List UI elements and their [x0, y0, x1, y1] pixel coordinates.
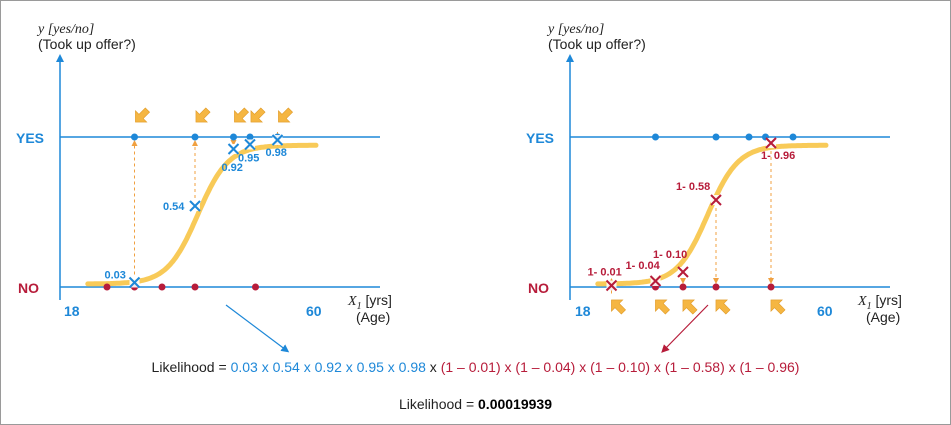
pointer-arrow-shape	[250, 107, 266, 123]
equation-yes-terms: 0.03 x 0.54 x 0.92 x 0.95 x 0.98	[230, 359, 426, 375]
likelihood-equation: Likelihood = 0.03 x 0.54 x 0.92 x 0.95 x…	[0, 359, 951, 375]
pointer-arrow-shape	[655, 299, 670, 315]
no-data-point	[103, 283, 111, 291]
right-chart: y [yes/no] (Took up offer?) YES NO 18 60…	[526, 22, 902, 325]
probability-marker	[677, 266, 689, 278]
pointer-arrow-icon	[234, 107, 249, 123]
probability-label: 1- 0.58	[676, 181, 710, 193]
yes-data-point	[712, 133, 720, 141]
pointer-arrow-shape	[195, 107, 211, 123]
left-chart: y [yes/no] (Took up offer?) YES NO 18 60…	[16, 22, 392, 325]
probability-marker	[271, 134, 284, 146]
x-max-label: 60	[306, 303, 322, 319]
probability-marker	[649, 275, 662, 287]
probability-marker	[227, 143, 240, 155]
yes-data-point	[246, 133, 254, 141]
yes-data-point	[789, 133, 797, 141]
cross-stroke	[271, 134, 284, 146]
pointer-arrow-icon	[278, 107, 293, 123]
equation-times: x	[425, 359, 441, 375]
pointer-arrow-shape	[682, 299, 698, 315]
probability-marker	[244, 138, 256, 151]
cross-stroke	[710, 194, 722, 206]
no-label: NO	[528, 280, 549, 296]
probability-marker	[605, 279, 618, 292]
pointer-arrow-shape	[135, 107, 150, 123]
probability-label: 0.98	[266, 147, 287, 159]
sigmoid-curve	[85, 142, 319, 287]
cross-stroke	[128, 276, 141, 289]
yes-label: YES	[16, 130, 44, 146]
probability-label: 0.54	[163, 201, 185, 213]
pointer-arrow-shape	[715, 299, 731, 315]
probability-marker	[765, 137, 777, 149]
no-data-point	[679, 283, 687, 291]
probability-marker	[128, 276, 141, 289]
no-data-point	[252, 283, 259, 291]
yes-data-point	[191, 133, 199, 141]
pointer-arrow-icon	[655, 299, 670, 315]
probability-label: 1- 0.01	[588, 267, 622, 279]
x-axis-label: X1 [yrs]	[857, 292, 902, 312]
x-max-label: 60	[817, 303, 833, 319]
pointer-arrow-shape	[611, 299, 626, 315]
yes-data-point	[745, 133, 753, 141]
pointer-arrow-shape	[278, 107, 293, 123]
equation-no-terms: (1 – 0.01) x (1 – 0.04) x (1 – 0.10) x (…	[440, 359, 800, 375]
cross-stroke	[649, 275, 662, 287]
probability-label: 0.92	[222, 162, 243, 174]
cross-stroke	[677, 266, 689, 278]
no-data-point	[158, 283, 166, 291]
cross-stroke	[189, 200, 201, 212]
red-connector-arrow	[661, 304, 709, 353]
cross-stroke	[765, 137, 777, 149]
cross-stroke	[227, 143, 240, 155]
x-min-label: 18	[575, 303, 591, 319]
x-axis-sublabel: (Age)	[866, 309, 900, 325]
cross-stroke	[244, 138, 256, 151]
equation-prefix: Likelihood =	[151, 359, 231, 375]
probability-label: 0.03	[105, 270, 126, 282]
x-axis-label: X1 [yrs]	[347, 292, 392, 312]
probability-label: 0.95	[238, 153, 259, 165]
y-axis-sublabel: (Took up offer?)	[548, 36, 646, 52]
pointer-arrow-icon	[135, 107, 150, 123]
pointer-arrow-icon	[682, 299, 698, 315]
no-data-point	[712, 283, 720, 291]
yes-label: YES	[526, 130, 554, 146]
probability-marker	[189, 200, 201, 212]
y-axis-label: y [yes/no]	[36, 22, 94, 37]
probability-label: 1- 0.96	[761, 150, 795, 162]
pointer-arrow-icon	[770, 299, 786, 315]
pointer-arrow-icon	[250, 107, 266, 123]
pointer-arrow-shape	[770, 299, 786, 315]
result-value: 0.00019939	[478, 396, 552, 412]
cross-stroke	[605, 279, 618, 292]
y-axis-sublabel: (Took up offer?)	[38, 36, 136, 52]
result-prefix: Likelihood =	[399, 396, 479, 412]
x-axis-sublabel: (Age)	[356, 309, 390, 325]
yes-data-point	[230, 133, 237, 141]
no-label: NO	[18, 280, 39, 296]
probability-label: 1- 0.04	[626, 260, 661, 272]
likelihood-result: Likelihood = 0.00019939	[0, 396, 951, 412]
no-data-point	[191, 283, 199, 291]
yes-data-point	[652, 133, 659, 141]
pointer-arrow-icon	[195, 107, 211, 123]
pointer-arrow-shape	[234, 107, 249, 123]
y-axis-label: y [yes/no]	[546, 22, 604, 37]
x-min-label: 18	[64, 303, 80, 319]
probability-label: 1- 0.10	[653, 249, 687, 261]
yes-data-point	[131, 133, 138, 141]
no-data-point	[767, 283, 775, 291]
blue-connector-arrow	[225, 304, 290, 353]
pointer-arrow-icon	[611, 299, 626, 315]
probability-marker	[710, 194, 722, 206]
pointer-arrow-icon	[715, 299, 731, 315]
